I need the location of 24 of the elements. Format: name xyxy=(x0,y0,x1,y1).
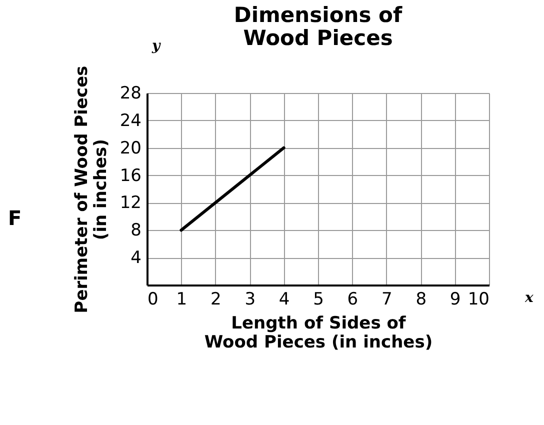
y-tick-label: 28 xyxy=(120,84,142,104)
x-axis-title: Length of Sides of Wood Pieces (in inches) xyxy=(204,314,433,352)
x-tick-label: 4 xyxy=(278,290,290,310)
x-tick-label: 8 xyxy=(416,290,427,310)
y-axis-title: Perimeter of Wood Pieces (in inches) xyxy=(72,66,111,314)
x-tick-label: 7 xyxy=(381,290,392,310)
text: y xyxy=(152,38,160,54)
y-tick-label: 4 xyxy=(130,248,142,268)
x-tick-label: 0 xyxy=(148,290,158,310)
x-tick-label: 5 xyxy=(313,290,324,310)
x-tick-label: 3 xyxy=(244,290,256,310)
chart-title: Dimensions of Wood Pieces xyxy=(234,3,403,50)
y-tick-label: 24 xyxy=(120,110,142,131)
y-tick-label: 12 xyxy=(120,193,142,214)
x-tick-label: 1 xyxy=(176,290,188,310)
y-tick-label: 20 xyxy=(120,138,142,158)
text: x xyxy=(525,290,534,306)
y-tick-label: 8 xyxy=(130,220,142,241)
y-tick-label: 16 xyxy=(120,166,142,186)
x-tick-label: 6 xyxy=(347,290,358,310)
text: F xyxy=(8,206,22,230)
x-tick-label: 9 xyxy=(450,290,461,310)
x-tick-label: 2 xyxy=(210,290,222,310)
x-tick-label: 10 xyxy=(468,290,490,310)
